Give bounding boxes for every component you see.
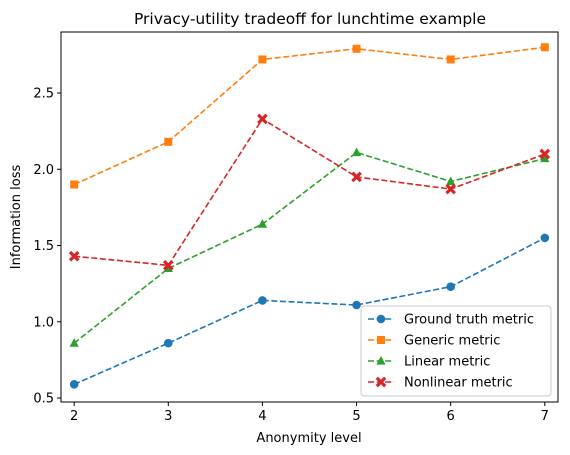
data-point (351, 171, 362, 183)
x-axis: 2 3 4 5 6 7 (70, 402, 549, 424)
legend: Ground truth metric Generic metric Linear … (360, 305, 552, 397)
data-point (257, 219, 268, 228)
data-point (539, 148, 551, 160)
x-tick-label: 2 (70, 409, 78, 424)
data-point (258, 296, 267, 305)
data-point (258, 55, 267, 64)
series-line (73, 237, 546, 386)
x-tick-label: 5 (352, 409, 360, 424)
series-line (73, 46, 545, 186)
data-point (70, 180, 79, 189)
plot-area (60, 31, 559, 403)
chart-title: Privacy-utility tradeoff for lunchtime e… (134, 10, 486, 28)
legend-label: Ground truth metric (404, 313, 534, 328)
series-3 (68, 113, 551, 271)
data-point (164, 338, 173, 348)
y-tick-label: 2.0 (33, 163, 54, 178)
y-tick-label: 1.5 (33, 239, 54, 254)
legend-item: Nonlinear metric (368, 376, 513, 391)
data-point (164, 137, 173, 146)
data-point (352, 300, 361, 310)
legend-item: Ground truth metric (368, 313, 534, 328)
x-tick-label: 3 (164, 409, 172, 424)
data-point (352, 44, 361, 53)
data-point (446, 282, 455, 291)
data-point (446, 55, 455, 64)
legend-item: Generic metric (368, 334, 500, 349)
series-2 (69, 147, 550, 347)
x-tick-label: 6 (447, 409, 455, 424)
legend-item: Linear metric (368, 355, 490, 370)
legend-label: Linear metric (404, 355, 490, 370)
data-point (446, 176, 456, 186)
y-axis: 0.5 1.0 1.5 2.0 2.5 (33, 87, 61, 407)
data-point (69, 338, 79, 347)
x-tick-label: 7 (541, 409, 549, 424)
data-point (257, 113, 268, 125)
legend-marker (376, 314, 386, 324)
data-point (69, 380, 79, 389)
series-layer (68, 43, 551, 389)
legend-label: Generic metric (404, 334, 500, 349)
data-point (351, 147, 362, 157)
data-point (540, 233, 550, 243)
series-line (73, 151, 546, 344)
data-point (68, 250, 80, 262)
data-point (540, 153, 550, 163)
legend-marker (376, 356, 386, 365)
data-point (162, 260, 174, 271)
series-line (74, 117, 546, 267)
series-0 (69, 233, 550, 389)
x-tick-label: 4 (258, 409, 266, 424)
legend-box (360, 305, 552, 397)
y-tick-label: 0.5 (33, 392, 54, 407)
legend-marker (375, 376, 387, 388)
data-point (445, 183, 457, 195)
legend-marker (377, 336, 385, 344)
x-axis-label: Anonymity level (256, 431, 361, 446)
legend-label: Nonlinear metric (404, 376, 513, 391)
y-tick-label: 2.5 (33, 87, 54, 102)
y-tick-label: 1.0 (33, 315, 54, 330)
series-1 (70, 43, 549, 189)
y-axis-label: Information loss (9, 165, 24, 270)
data-point (540, 43, 549, 52)
